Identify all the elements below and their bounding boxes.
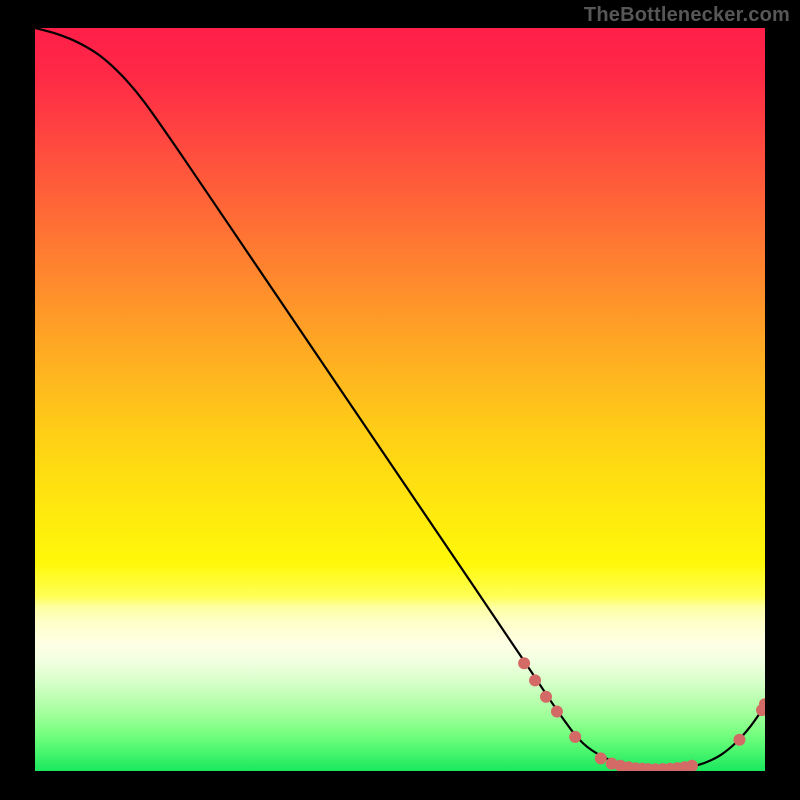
- watermark-text: TheBottlenecker.com: [584, 4, 790, 27]
- bottleneck-chart: [0, 0, 800, 800]
- chart-canvas: { "watermark": { "text": "TheBottlenecke…: [0, 0, 800, 800]
- data-point: [595, 752, 607, 764]
- data-point: [686, 760, 698, 772]
- data-point: [518, 657, 530, 669]
- data-point: [551, 706, 563, 718]
- data-point: [569, 731, 581, 743]
- data-point: [529, 674, 541, 686]
- data-point: [540, 691, 552, 703]
- data-point: [733, 734, 745, 746]
- data-point: [759, 698, 771, 710]
- gradient-background: [35, 28, 765, 771]
